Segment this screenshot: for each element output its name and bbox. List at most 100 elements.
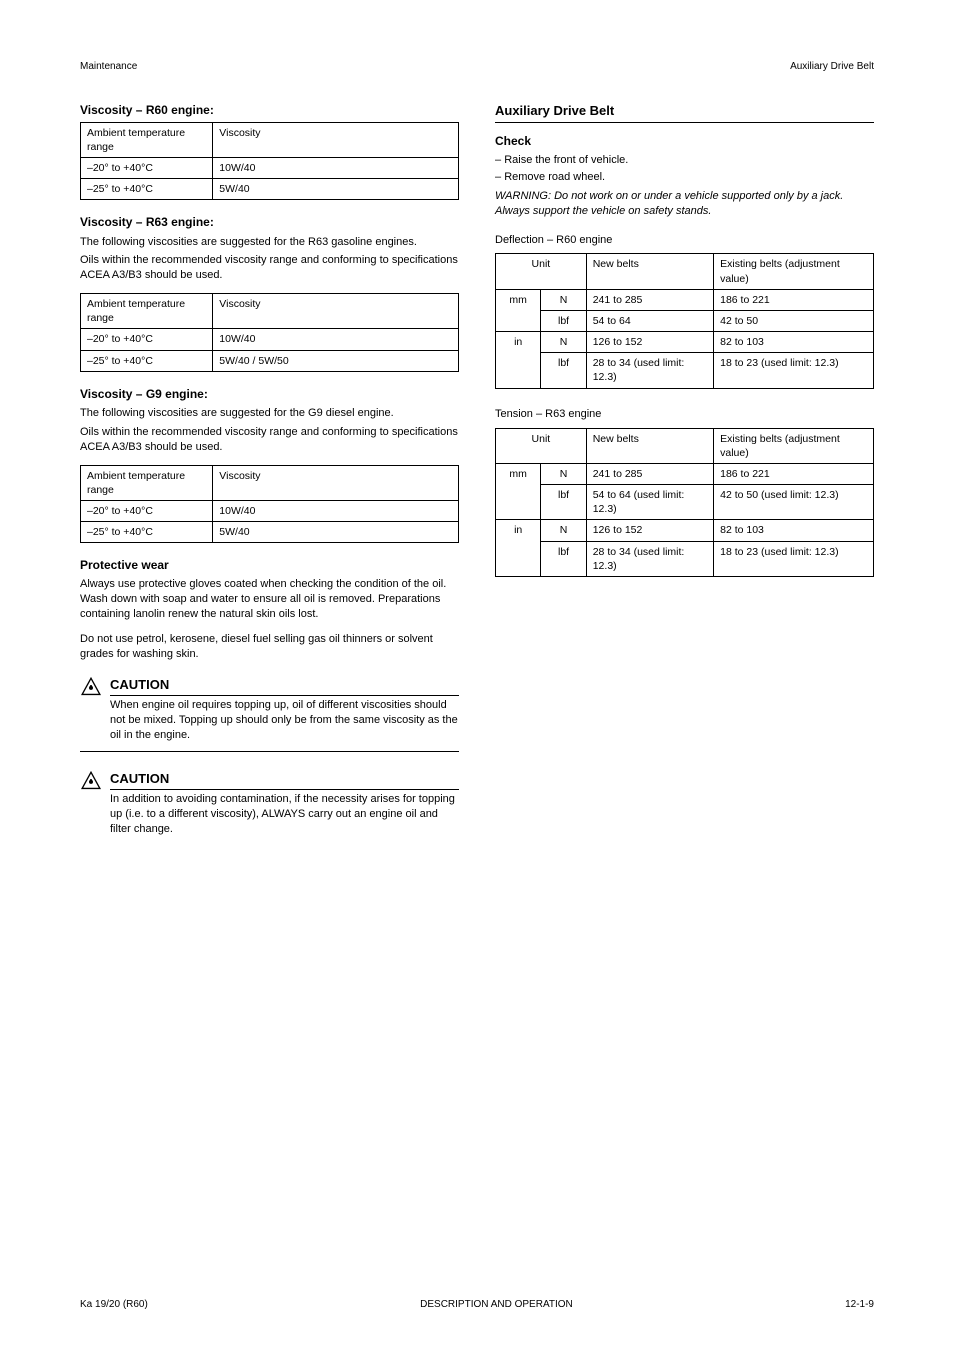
- table-row: mm N 241 to 285 186 to 221: [496, 289, 874, 310]
- table-row: –25° to +40°C 5W/40: [81, 522, 459, 543]
- cell: in: [496, 520, 541, 577]
- cell: 5W/40: [213, 179, 459, 200]
- left-column: Viscosity – R60 engine: Ambient temperat…: [80, 102, 459, 851]
- r60-belt-caption: Deflection – R60 engine: [495, 233, 874, 248]
- cell: –25° to +40°C: [81, 179, 213, 200]
- r63-text: The following viscosities are suggested …: [80, 235, 459, 250]
- running-footer: Ka 19/20 (R60) DESCRIPTION AND OPERATION…: [80, 1298, 874, 1312]
- cell: in: [496, 332, 541, 389]
- cell: 18 to 23 (used limit: 12.3): [714, 541, 874, 576]
- warning-triangle-icon: [80, 770, 102, 790]
- g9-text2: Oils within the recommended viscosity ra…: [80, 425, 459, 455]
- cell: –20° to +40°C: [81, 329, 213, 350]
- right-column: Auxiliary Drive Belt Check Raise the fro…: [495, 102, 874, 851]
- r63-text2: Oils within the recommended viscosity ra…: [80, 253, 459, 283]
- g9-viscosity-table: Ambient temperature range Viscosity –20°…: [80, 465, 459, 544]
- warning-triangle-icon: [80, 676, 102, 696]
- cell: 28 to 34 (used limit: 12.3): [586, 353, 713, 388]
- list-item: Remove road wheel.: [495, 170, 874, 185]
- protective-text2: Do not use petrol, kerosene, diesel fuel…: [80, 632, 459, 662]
- list-item: Raise the front of vehicle.: [495, 153, 874, 168]
- cell: 82 to 103: [714, 332, 874, 353]
- cell: lbf: [541, 541, 586, 576]
- table-row: Unit New belts Existing belts (adjustmen…: [496, 428, 874, 463]
- header-right: Auxiliary Drive Belt: [790, 60, 874, 74]
- cell: 126 to 152: [586, 332, 713, 353]
- protective-heading: Protective wear: [80, 557, 459, 573]
- cell: 241 to 285: [586, 463, 713, 484]
- table-row: mm N 241 to 285 186 to 221: [496, 463, 874, 484]
- g9-text1: The following viscosities are suggested …: [80, 406, 459, 421]
- caution-a: CAUTION When engine oil requires topping…: [80, 676, 459, 756]
- table-row: Ambient temperature range Viscosity: [81, 122, 459, 157]
- table-row: –20° to +40°C 10W/40: [81, 329, 459, 350]
- table-row: –25° to +40°C 5W/40: [81, 179, 459, 200]
- table-row: Ambient temperature range Viscosity: [81, 465, 459, 500]
- cell: N: [541, 463, 586, 484]
- running-header: Maintenance Auxiliary Drive Belt: [80, 60, 874, 74]
- cell: 18 to 23 (used limit: 12.3): [714, 353, 874, 388]
- cell: N: [541, 289, 586, 310]
- table-row: in N 126 to 152 82 to 103: [496, 520, 874, 541]
- col-header: Ambient temperature range: [81, 465, 213, 500]
- cell: –20° to +40°C: [81, 500, 213, 521]
- cell: 54 to 64 (used limit: 12.3): [586, 485, 713, 520]
- footer-center: DESCRIPTION AND OPERATION: [420, 1298, 573, 1312]
- caution-label: CAUTION: [110, 676, 459, 697]
- page: Maintenance Auxiliary Drive Belt Viscosi…: [0, 0, 954, 1351]
- footer-right: 12-1-9: [845, 1298, 874, 1312]
- cell: mm: [496, 289, 541, 331]
- cell: 241 to 285: [586, 289, 713, 310]
- cell: 10W/40: [213, 329, 459, 350]
- table-row: –20° to +40°C 10W/40: [81, 158, 459, 179]
- check-section: Check Raise the front of vehicle. Remove…: [495, 133, 874, 219]
- r63-viscosity-table: Ambient temperature range Viscosity –20°…: [80, 293, 459, 372]
- caution-b-text: In addition to avoiding contamination, i…: [110, 792, 459, 837]
- caution-b: CAUTION In addition to avoiding contamin…: [80, 770, 459, 837]
- divider: [80, 751, 459, 756]
- col-header: Unit: [496, 254, 587, 289]
- cell: 5W/40 / 5W/50: [213, 350, 459, 371]
- cell: lbf: [541, 353, 586, 388]
- r60-viscosity-table: Ambient temperature range Viscosity –20°…: [80, 122, 459, 201]
- cell: 10W/40: [213, 158, 459, 179]
- col-header: New belts: [586, 428, 713, 463]
- cell: –25° to +40°C: [81, 522, 213, 543]
- r63-belt-table: Unit New belts Existing belts (adjustmen…: [495, 428, 874, 577]
- aux-title: Auxiliary Drive Belt: [495, 102, 874, 124]
- cell: 10W/40: [213, 500, 459, 521]
- cell: –20° to +40°C: [81, 158, 213, 179]
- r63-heading: Viscosity – R63 engine:: [80, 214, 459, 230]
- col-header: Existing belts (adjustment value): [714, 254, 874, 289]
- col-header: Ambient temperature range: [81, 294, 213, 329]
- col-header: Ambient temperature range: [81, 122, 213, 157]
- r63-belt-caption: Tension – R63 engine: [495, 407, 874, 422]
- cell: 126 to 152: [586, 520, 713, 541]
- col-header: New belts: [586, 254, 713, 289]
- caution-label: CAUTION: [110, 770, 459, 791]
- cell: –25° to +40°C: [81, 350, 213, 371]
- cell: 42 to 50 (used limit: 12.3): [714, 485, 874, 520]
- col-header: Existing belts (adjustment value): [714, 428, 874, 463]
- two-column-layout: Viscosity – R60 engine: Ambient temperat…: [80, 102, 874, 851]
- cell: 28 to 34 (used limit: 12.3): [586, 541, 713, 576]
- col-header: Viscosity: [213, 465, 459, 500]
- table-row: lbf 28 to 34 (used limit: 12.3) 18 to 23…: [496, 541, 874, 576]
- table-row: Ambient temperature range Viscosity: [81, 294, 459, 329]
- cell: 186 to 221: [714, 463, 874, 484]
- cell: 82 to 103: [714, 520, 874, 541]
- g9-heading: Viscosity – G9 engine:: [80, 386, 459, 402]
- r63-section: Viscosity – R63 engine: The following vi…: [80, 214, 459, 371]
- check-steps: Raise the front of vehicle. Remove road …: [495, 153, 874, 185]
- cell: 54 to 64: [586, 310, 713, 331]
- cell: N: [541, 332, 586, 353]
- caution-a-text: When engine oil requires topping up, oil…: [110, 698, 459, 743]
- header-left: Maintenance: [80, 60, 137, 74]
- table-row: –25° to +40°C 5W/40 / 5W/50: [81, 350, 459, 371]
- cell: N: [541, 520, 586, 541]
- cell: 5W/40: [213, 522, 459, 543]
- protective-text: Always use protective gloves coated when…: [80, 577, 459, 622]
- check-warning: WARNING: Do not work on or under a vehic…: [495, 189, 874, 219]
- col-header: Unit: [496, 428, 587, 463]
- check-heading: Check: [495, 133, 874, 149]
